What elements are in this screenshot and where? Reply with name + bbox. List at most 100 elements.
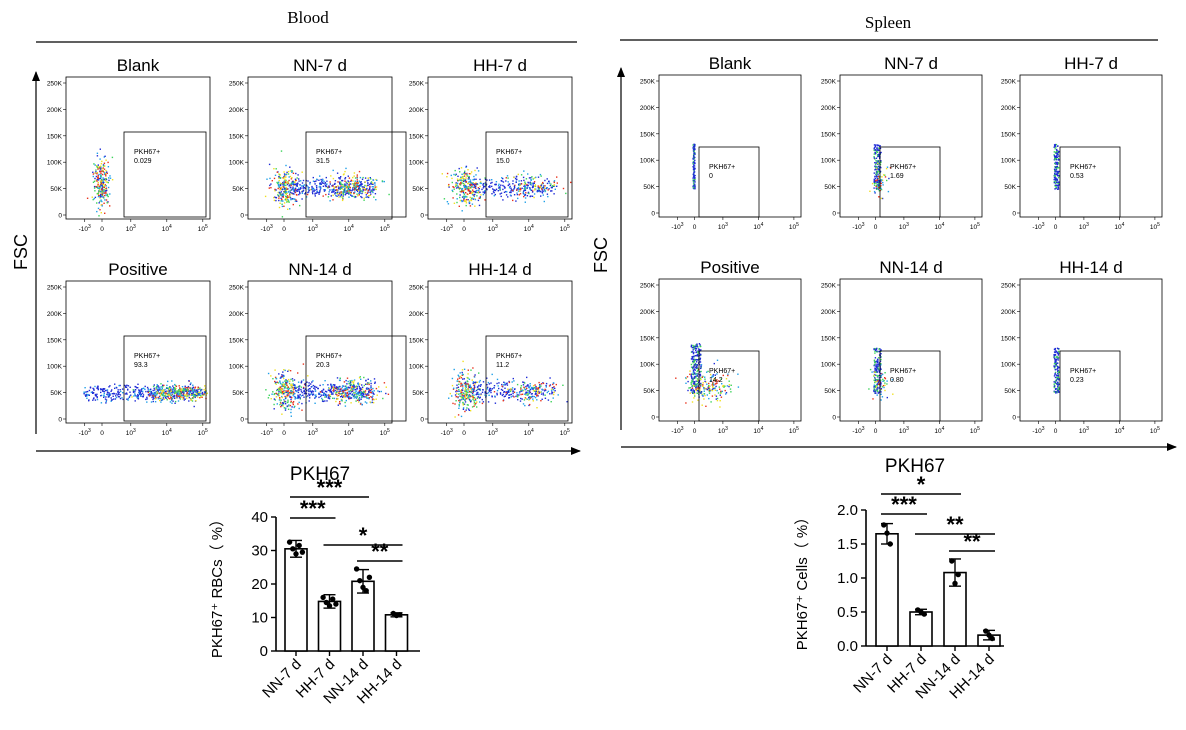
- event-dot: [460, 395, 462, 398]
- event-dot: [311, 188, 314, 190]
- event-dot: [692, 161, 694, 164]
- event-dot: [98, 215, 100, 217]
- event-dot: [137, 397, 139, 399]
- event-dot: [189, 387, 191, 389]
- y-tick-label: 150K: [229, 337, 245, 344]
- event-dot: [368, 382, 370, 384]
- event-dot: [361, 393, 364, 395]
- event-dot: [518, 394, 520, 396]
- event-dot: [321, 399, 324, 401]
- event-dot: [343, 191, 345, 193]
- event-dot: [353, 195, 355, 198]
- event-dot: [874, 365, 877, 367]
- event-dot: [162, 384, 164, 386]
- event-dot: [174, 392, 177, 395]
- event-dot: [727, 373, 729, 375]
- event-dot: [347, 187, 350, 189]
- event-dot: [695, 351, 697, 354]
- event-dot: [466, 193, 469, 195]
- event-dot: [290, 411, 292, 414]
- event-dot: [1057, 145, 1059, 147]
- event-dot: [1055, 177, 1057, 179]
- event-dot: [692, 381, 694, 383]
- event-dot: [716, 389, 718, 392]
- event-dot: [299, 192, 301, 195]
- event-dot: [338, 177, 340, 179]
- event-dot: [693, 172, 695, 174]
- event-dot: [288, 393, 290, 395]
- event-dot: [93, 397, 95, 399]
- event-dot: [693, 373, 695, 376]
- x-tick-label: 105: [198, 428, 208, 437]
- event-dot: [699, 375, 702, 377]
- event-dot: [469, 386, 471, 389]
- event-dot: [496, 389, 499, 392]
- event-dot: [355, 186, 357, 189]
- event-dot: [298, 189, 300, 191]
- event-dot: [202, 394, 204, 396]
- event-dot: [349, 380, 351, 382]
- event-dot: [878, 155, 880, 157]
- event-dot: [180, 390, 183, 392]
- event-dot: [337, 391, 339, 394]
- event-dot: [543, 186, 545, 189]
- event-dot: [341, 191, 343, 193]
- event-dot: [299, 184, 301, 186]
- event-dot: [476, 195, 478, 197]
- event-dot: [375, 188, 377, 191]
- event-dot: [309, 397, 311, 399]
- event-dot: [693, 360, 696, 362]
- event-dot: [1055, 161, 1057, 163]
- event-dot: [296, 183, 298, 185]
- event-dot: [294, 200, 297, 202]
- event-dot: [92, 175, 94, 178]
- event-dot: [109, 385, 111, 387]
- event-dot: [486, 188, 488, 191]
- event-dot: [337, 185, 339, 187]
- y-tick-label: 50K: [824, 184, 836, 191]
- event-dot: [92, 198, 94, 201]
- event-dot: [188, 380, 190, 382]
- event-dot: [466, 393, 469, 396]
- event-dot: [295, 185, 298, 187]
- event-dot: [179, 398, 182, 400]
- event-dot: [355, 385, 358, 387]
- event-dot: [698, 349, 700, 351]
- event-dot: [692, 160, 695, 163]
- event-dot: [501, 177, 503, 179]
- event-dot: [498, 187, 500, 189]
- event-dot: [122, 398, 124, 401]
- event-dot: [532, 178, 534, 180]
- event-dot: [886, 166, 889, 168]
- event-dot: [274, 376, 277, 379]
- event-dot: [1057, 167, 1060, 169]
- event-dot: [499, 187, 501, 190]
- event-dot: [313, 190, 315, 192]
- event-dot: [546, 178, 548, 180]
- event-dot: [486, 386, 489, 388]
- event-dot: [692, 392, 694, 394]
- event-dot: [288, 395, 291, 397]
- event-dot: [501, 394, 504, 397]
- event-dot: [159, 395, 162, 397]
- gate-value: 11.2: [496, 362, 509, 369]
- event-dot: [704, 376, 706, 378]
- event-dot: [132, 389, 134, 391]
- event-dot: [505, 383, 508, 385]
- event-dot: [291, 378, 294, 380]
- event-dot: [346, 183, 348, 185]
- event-dot: [479, 196, 481, 198]
- event-dot: [542, 187, 544, 189]
- event-dot: [153, 389, 156, 391]
- event-dot: [296, 200, 298, 202]
- event-dot: [96, 193, 99, 195]
- event-dot: [463, 190, 465, 192]
- event-dot: [463, 183, 466, 186]
- event-dot: [708, 385, 710, 388]
- event-dot: [100, 163, 103, 165]
- event-dot: [195, 390, 198, 392]
- event-dot: [101, 200, 103, 203]
- event-dot: [301, 191, 303, 193]
- event-dot: [168, 390, 171, 392]
- event-dot: [282, 385, 284, 387]
